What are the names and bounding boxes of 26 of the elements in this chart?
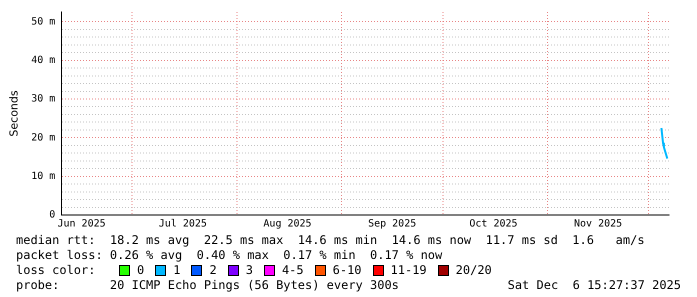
legend-label: 4-5	[282, 263, 304, 278]
legend-label: 11-19	[390, 263, 427, 278]
legend-label: 6-10	[332, 263, 362, 278]
legend-label: 2	[209, 263, 217, 278]
legend-label: 20/20	[456, 263, 492, 278]
text: median rtt: 18.2 ms avg 22.5 ms max 14.6 ms min 14.6 ms now 11.7 ms sd 1.6 am/s	[16, 233, 646, 248]
legend-label: 1	[173, 263, 180, 278]
x-tick-label: Jun 2025	[57, 218, 106, 230]
x-tick-label: Oct 2025	[469, 218, 518, 230]
text: probe: 20 ICMP Echo Pings (56 Bytes) every 300s	[16, 278, 399, 293]
text: packet loss: 0.26 % avg 0.40 % max 0.17 % min 0.17 % now	[16, 248, 444, 263]
x-tick-label: Sep 2025	[368, 218, 416, 230]
x-tick-label: Nov 2025	[574, 218, 622, 230]
y-tick-label: 50 m	[31, 16, 56, 28]
x-tick-label: Jul 2025	[158, 218, 207, 230]
y-axis-title: Seconds	[7, 90, 20, 137]
y-tick-label: 30 m	[31, 94, 56, 105]
legend-title: loss color:	[16, 263, 96, 278]
x-tick-label: Aug 2025	[263, 218, 312, 230]
y-tick-label: 0	[49, 210, 56, 221]
y-tick-label: 40 m	[31, 54, 56, 66]
y-tick-label: 20 m	[31, 132, 56, 144]
y-tick-label: 10 m	[31, 170, 56, 182]
text: Sat Dec 6 15:27:37 2025	[508, 278, 681, 293]
legend-label: 0	[137, 263, 144, 278]
legend-label: 3	[246, 263, 253, 278]
